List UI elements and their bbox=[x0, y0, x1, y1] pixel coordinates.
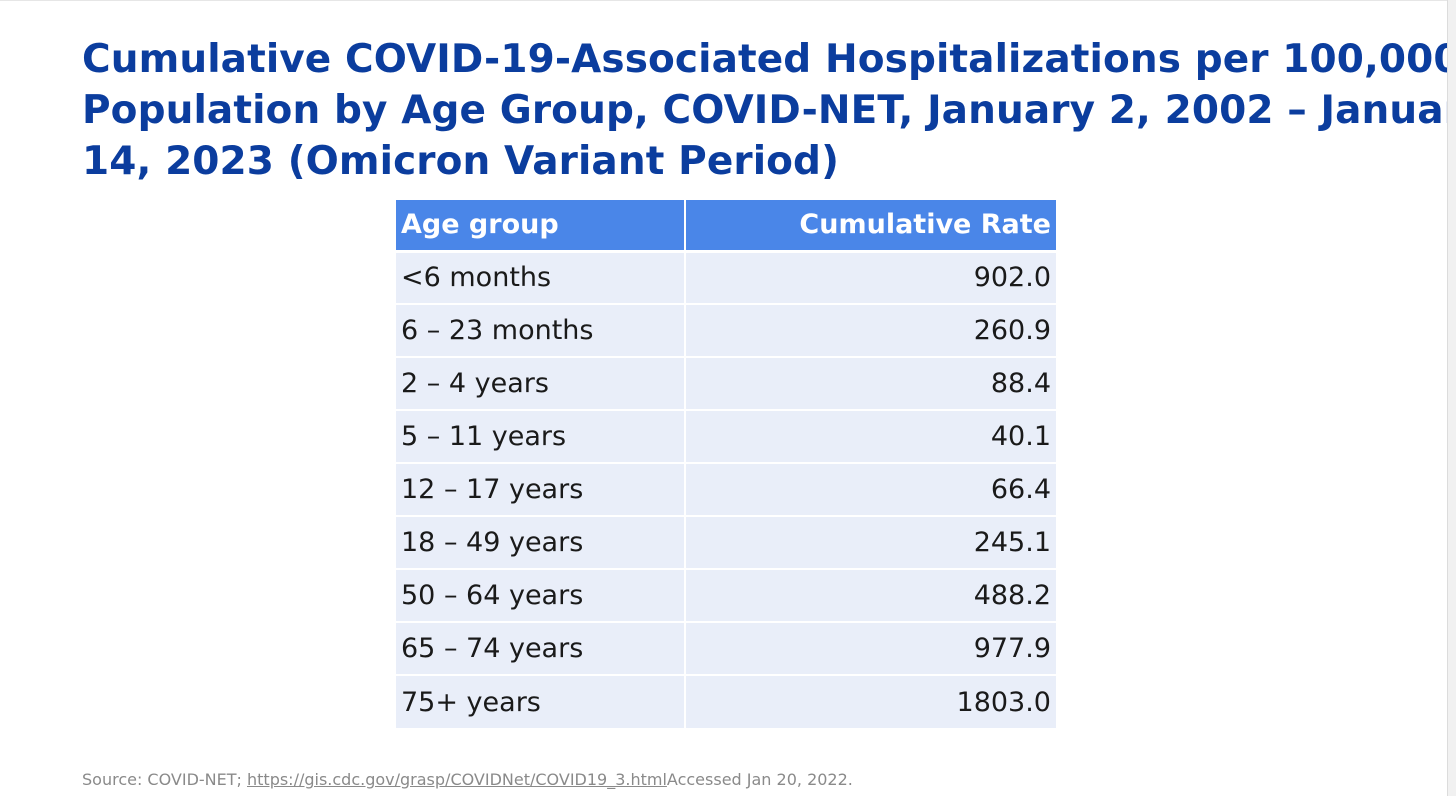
table-row: 50 – 64 years 488.2 bbox=[396, 569, 1056, 623]
table-header-row: Age group Cumulative Rate bbox=[396, 200, 1056, 253]
window-right-edge bbox=[1447, 0, 1456, 796]
rate-cell: 902.0 bbox=[685, 251, 1056, 305]
age-group-cell: 50 – 64 years bbox=[396, 569, 686, 623]
hospitalization-rate-table: Age group Cumulative Rate <6 months 902.… bbox=[396, 200, 1056, 728]
title-line-2: Population by Age Group, COVID-NET, Janu… bbox=[82, 88, 1456, 133]
age-group-cell: 6 – 23 months bbox=[396, 304, 686, 358]
rate-cell: 40.1 bbox=[685, 410, 1056, 464]
slide-top-border bbox=[0, 0, 1448, 1]
source-link[interactable]: https://gis.cdc.gov/grasp/COVIDNet/COVID… bbox=[247, 770, 667, 789]
cumulative-rate-header: Cumulative Rate bbox=[685, 200, 1056, 253]
age-group-header: Age group bbox=[396, 200, 686, 253]
rate-cell: 977.9 bbox=[685, 622, 1056, 676]
table-row: 18 – 49 years 245.1 bbox=[396, 516, 1056, 570]
age-group-cell: 5 – 11 years bbox=[396, 410, 686, 464]
source-prefix: Source: COVID-NET; bbox=[82, 770, 247, 789]
age-group-cell: 2 – 4 years bbox=[396, 357, 686, 411]
age-group-cell: 75+ years bbox=[396, 675, 686, 728]
age-group-cell: 12 – 17 years bbox=[396, 463, 686, 517]
title-line-1: Cumulative COVID-19-Associated Hospitali… bbox=[82, 37, 1456, 82]
rate-cell: 1803.0 bbox=[685, 675, 1056, 728]
rate-cell: 245.1 bbox=[685, 516, 1056, 570]
age-group-cell: <6 months bbox=[396, 251, 686, 305]
age-group-cell: 65 – 74 years bbox=[396, 622, 686, 676]
table-row: 65 – 74 years 977.9 bbox=[396, 622, 1056, 676]
rate-cell: 260.9 bbox=[685, 304, 1056, 358]
title-line-3: 14, 2023 (Omicron Variant Period) bbox=[82, 139, 840, 184]
table-row: 5 – 11 years 40.1 bbox=[396, 410, 1056, 464]
slide-title: Cumulative COVID-19-Associated Hospitali… bbox=[82, 34, 1456, 187]
rate-cell: 488.2 bbox=[685, 569, 1056, 623]
rate-cell: 88.4 bbox=[685, 357, 1056, 411]
table-row: 6 – 23 months 260.9 bbox=[396, 304, 1056, 358]
source-note: Source: COVID-NET; https://gis.cdc.gov/g… bbox=[82, 770, 853, 789]
table-row: 12 – 17 years 66.4 bbox=[396, 463, 1056, 517]
table-row: 2 – 4 years 88.4 bbox=[396, 357, 1056, 411]
table-row: <6 months 902.0 bbox=[396, 251, 1056, 305]
rate-cell: 66.4 bbox=[685, 463, 1056, 517]
age-group-cell: 18 – 49 years bbox=[396, 516, 686, 570]
source-accessed-date: Accessed Jan 20, 2022. bbox=[666, 770, 853, 789]
table-row: 75+ years 1803.0 bbox=[396, 675, 1056, 728]
